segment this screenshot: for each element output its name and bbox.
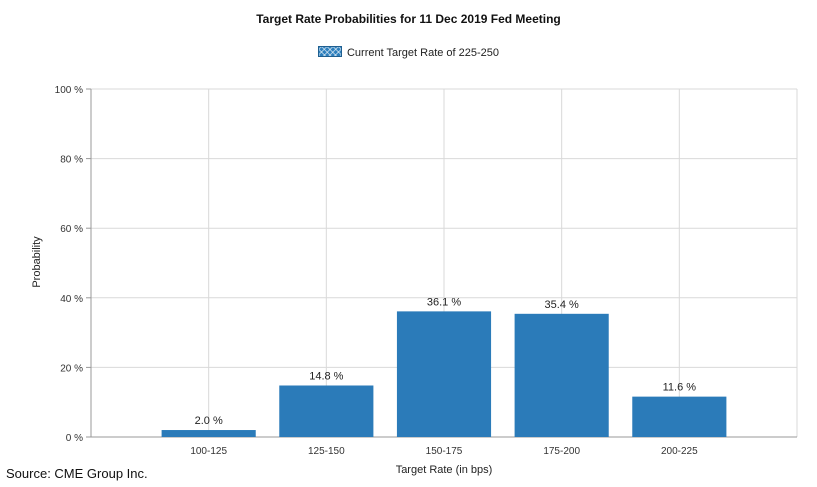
y-tick-label: 20 %: [60, 363, 83, 374]
y-tick-label: 80 %: [60, 155, 83, 166]
source-note: Source: CME Group Inc.: [6, 466, 148, 481]
bars: [161, 311, 727, 437]
data-labels: 2.0 % 14.8 % 36.1 % 35.4 % 11.6 %: [195, 296, 697, 427]
bar-value-label: 2.0 %: [195, 415, 223, 427]
legend: Current Target Rate of 225-250: [0, 46, 817, 59]
bar-value-label: 11.6 %: [663, 382, 697, 394]
x-tick-label: 150-175: [426, 446, 463, 457]
bar: [514, 313, 609, 437]
y-tick-label: 100 %: [55, 85, 83, 96]
x-tick-label: 125-150: [308, 446, 345, 457]
x-axis-title: Target Rate (in bps): [396, 464, 493, 476]
y-tick-label: 0 %: [66, 433, 83, 444]
bar-value-label: 36.1 %: [427, 296, 461, 308]
legend-swatch: [317, 46, 342, 57]
bar: [396, 311, 492, 437]
bar-value-label: 35.4 %: [545, 299, 579, 311]
y-tick-label: 60 %: [60, 224, 83, 235]
x-tick-label: 100-125: [190, 446, 227, 457]
y-axis-title: Probability: [31, 236, 43, 288]
chart-title: Target Rate Probabilities for 11 Dec 201…: [256, 12, 561, 26]
bar: [632, 396, 727, 437]
bar-value-label: 14.8 %: [309, 370, 343, 382]
legend-label: Current Target Rate of 225-250: [346, 47, 500, 59]
bar: [161, 430, 256, 437]
x-tick-label: 200-225: [661, 446, 698, 457]
bar: [279, 385, 374, 437]
y-tick-label: 40 %: [60, 294, 83, 305]
x-tick-label: 175-200: [543, 446, 580, 457]
